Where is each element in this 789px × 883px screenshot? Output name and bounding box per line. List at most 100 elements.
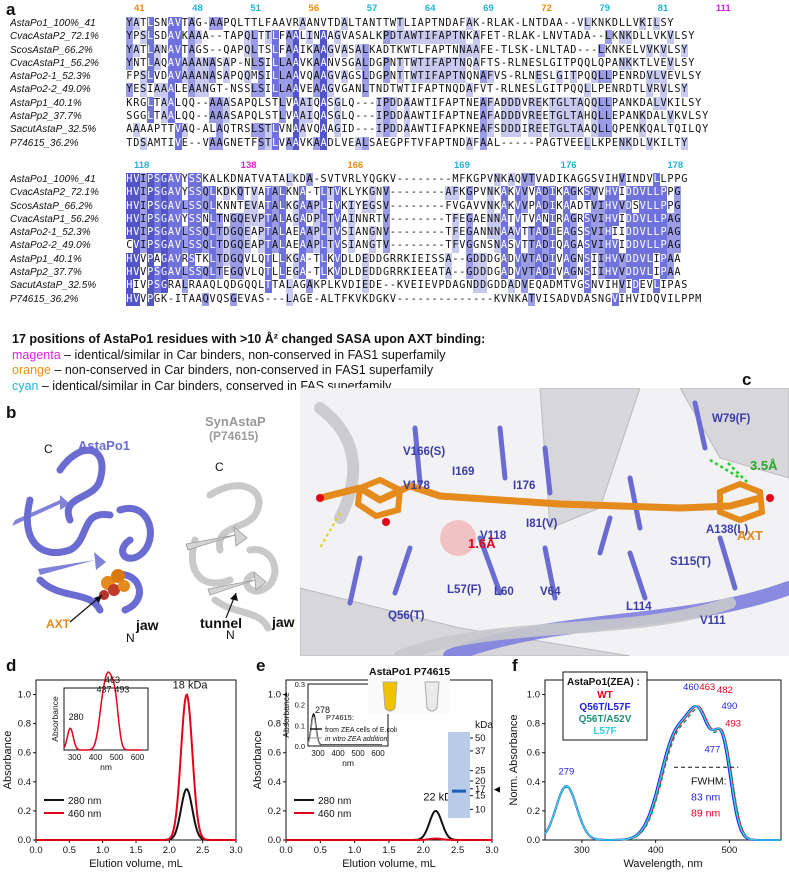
label-460: 460: [683, 682, 699, 693]
alignment-block-1: AstaPo1_100%_41 YATLSNAVTAG-AAPQLTTLFAAVR…: [10, 17, 709, 150]
y-tick-label: 0.4: [18, 777, 31, 788]
inset-peak-280: 280: [69, 712, 84, 722]
sequence-name: AstaPo1_100%_41: [10, 18, 96, 29]
sequence-name: AstaPo2-1_52.3%: [10, 71, 91, 83]
sequence-name: AstaPp1_40.1%: [10, 97, 82, 109]
sequence-residues: CVIPSGAVLSSQLTDGQEAPTALAEAAPLTVSIANGTV--…: [126, 239, 681, 253]
sequence-name: CvacAstaP1_56.2%: [10, 213, 99, 225]
position-number: 118: [134, 160, 150, 171]
gel-marker-label: 15: [475, 791, 486, 802]
position-number: 166: [347, 160, 364, 171]
y-axis-label: Absorbance: [2, 731, 14, 790]
alignment-block-2: AstaPo1_100%_41 HVIPSGAVYSSKALKDNATVATALK…: [10, 173, 702, 306]
astapo1-jaw-label: jaw: [136, 617, 159, 633]
x-tick-label: 2.5: [451, 845, 464, 856]
residue-label: A138(L): [706, 524, 749, 536]
inset-peak-437: 437: [97, 684, 112, 694]
legend-item-orange: orange – non-conserved in Car binders, n…: [12, 363, 485, 379]
residue-label: L60: [494, 586, 514, 598]
panel-label-b: b: [6, 403, 17, 422]
synastap-cartoon: [188, 482, 279, 632]
gel-band: [452, 789, 466, 793]
sequence-residues: SGGLTAALQQ--AAASAPQLSTLVAAIQASGLQ---IPDD…: [126, 110, 709, 124]
x-tick-label: 300: [574, 845, 590, 856]
sequence-name: AstaPp2_37.7%: [10, 111, 82, 123]
inset-y-tick: 0.0: [295, 742, 305, 751]
position-number: 178: [667, 160, 684, 171]
panel-label-d: d: [6, 656, 17, 675]
series-460nm-line: [286, 837, 492, 841]
y-tick-label: 0.4: [268, 777, 281, 788]
sequence-name: CvacAstaP2_72.1%: [10, 187, 99, 199]
legend-key-cyan: cyan: [12, 378, 39, 393]
sequence-name: CvacAstaP1_56.2%: [10, 57, 99, 69]
sequence-name: P74615_36.2%: [10, 137, 79, 149]
series-460nm-line: [36, 693, 236, 841]
sequence-residues: HVVPGK-ITAAQVQSGEVAS---LAGE-ALTFKVKDGKV-…: [126, 292, 702, 306]
sequence-name: AstaPp1_40.1%: [10, 253, 82, 265]
panel-c-binding-site: [300, 388, 789, 656]
sequence-name: ScosAstaP_66.2%: [10, 200, 93, 212]
y-tick-label: 0.0: [527, 835, 540, 846]
legend-item-magenta: magenta – identical/similar in Car binde…: [12, 348, 485, 364]
series-280nm-line: [36, 788, 236, 841]
plot-frame: [544, 679, 782, 841]
x-tick-label: 0.0: [29, 845, 42, 856]
position-number: 72: [541, 3, 552, 14]
sequence-residues: HVIPSGAVYSSKALKDNATVATALKDA-SVTVRLYQGKV-…: [126, 173, 688, 187]
sds-gel: [448, 732, 470, 818]
label-490: 490: [721, 701, 737, 712]
gel-marker-label: 10: [475, 804, 486, 815]
chart-f-spectra: 300 400 500 0.0 0.2 0.4 0.6 0.8 1.0 Wavelength, n…: [508, 671, 782, 870]
y-tick-label: 0.0: [18, 835, 31, 846]
y-tick-label: 0.6: [268, 748, 281, 759]
inset-x-tick: 300: [311, 749, 325, 758]
sequence-residues: HVIPSGAVYSSNLTNGQEVPTALAGADPLTVAINNRTV--…: [126, 212, 681, 227]
synastap-n-terminus: N: [226, 628, 235, 642]
series-q56t-a52v-line: [544, 707, 781, 841]
synastap-c-terminus: C: [215, 460, 224, 474]
residue-label: V118: [480, 530, 507, 542]
position-number: 169: [454, 160, 470, 171]
panel-label-e: e: [256, 656, 266, 675]
fwhm-title: FWHM:: [691, 776, 727, 788]
alignment-row: AstaPp2_37.7% SGGLTAALQQ--AAASAPQLSTLVAAI…: [10, 110, 709, 124]
inset-legend-item-2: in vitro ZEA addition: [325, 736, 387, 743]
legend-entry-1: Q56T/L57F: [579, 702, 630, 713]
clash-highlight: [440, 520, 476, 556]
annotation-18kda: 18 kDa: [173, 680, 209, 692]
inset-y-tick: 0.2: [295, 701, 305, 710]
inset-legend-item-1: from ZEA cells of E.coli: [325, 727, 397, 734]
residue-label: V166(S): [403, 446, 446, 458]
fwhm-value-2: 89 nm: [691, 808, 720, 820]
axt-label: AXT: [737, 528, 763, 543]
alignment-row: AstaPo2-1_52.3% FPSLVDAVAAANASAPQQMSILLAA…: [10, 70, 709, 84]
label-477: 477: [704, 745, 720, 756]
inset-spectrum: [63, 671, 142, 751]
x-tick-label: 1.0: [96, 845, 109, 856]
alignment-row: P74615_36.2% TDSAMTIVE--VAAGNETFSTLVAAVKA…: [10, 136, 709, 150]
x-tick-label: 3.0: [485, 845, 498, 856]
position-number: 111: [715, 3, 731, 14]
alignment-position-numbers-2: 118 138 166 169 176 178: [126, 160, 786, 172]
alignment-row: AstaPp1_40.1% KRGLTAALQQ--AAASAPQLSTLVAAI…: [10, 96, 709, 111]
inset-x-tick: 500: [110, 753, 124, 762]
sequence-name: SacutAstaP_32.5%: [10, 124, 97, 136]
label-493: 493: [725, 719, 741, 730]
sequence-residues: TDSAMTIVE--VAAGNETFSTLVAAVKAADLVEALSAEGP…: [126, 136, 688, 150]
residue-label: I81(V): [526, 518, 558, 530]
gel-band-arrow: [494, 786, 500, 793]
position-number: 79: [599, 3, 611, 14]
inset-peak-278: 278: [315, 705, 330, 715]
residue-label: I176: [513, 480, 536, 492]
y-tick-label: 1.0: [18, 690, 31, 701]
y-tick-label: 0.8: [268, 719, 281, 730]
sequence-name: AstaPo1_100%_41: [10, 174, 96, 185]
position-number: 48: [192, 3, 203, 14]
alignment-row: AstaPo2-2_49.0% YESIAAALEAANGT-NSSLSILLAA…: [10, 83, 709, 97]
sequence-name: SacutAstaP_32.5%: [10, 280, 97, 292]
legend-280-label: 280 nm: [318, 796, 351, 807]
gel-marker-label: 25: [475, 766, 486, 777]
alignment-legend: 17 positions of AstaPo1 residues with >1…: [12, 332, 485, 394]
x-tick-label: 1.0: [348, 845, 361, 856]
